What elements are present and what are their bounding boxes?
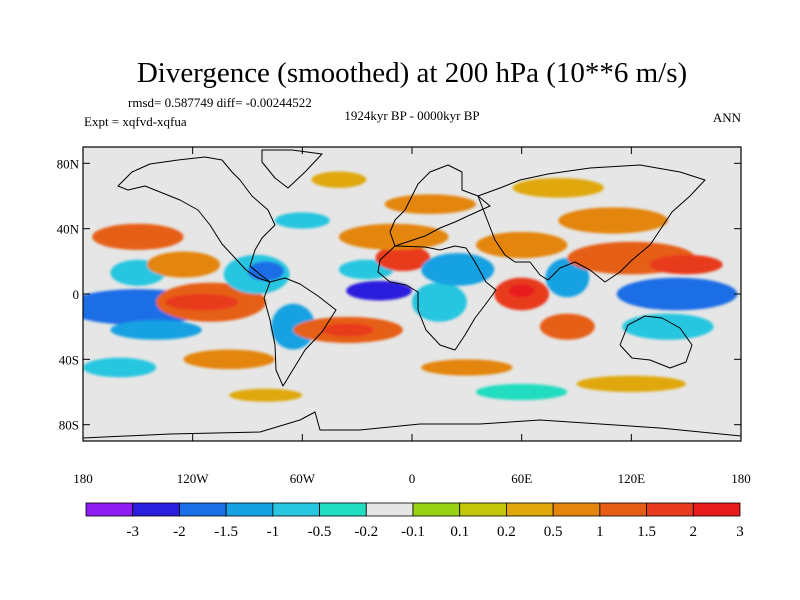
field-blob-31 bbox=[92, 223, 184, 250]
coast-africa bbox=[377, 245, 497, 351]
coast-europe bbox=[389, 164, 491, 247]
coast-greenland bbox=[261, 149, 323, 189]
field-blob-28 bbox=[649, 254, 723, 275]
y-tick-label: 0 bbox=[73, 287, 80, 302]
divergence-field bbox=[83, 171, 738, 402]
colorbar-label: 0.1 bbox=[450, 524, 469, 540]
field-blob-39 bbox=[311, 171, 367, 188]
x-axis-ticks: 180 120W 60W 0 60E 120E 180 bbox=[73, 147, 751, 486]
y-tick-label: 80S bbox=[59, 418, 79, 433]
field-blob-12 bbox=[346, 280, 412, 301]
coast-antarctica bbox=[83, 411, 741, 439]
colorbar-swatch-1 bbox=[132, 502, 180, 517]
field-blob-18 bbox=[384, 194, 476, 214]
colorbar-label: 0.2 bbox=[497, 524, 516, 540]
x-tick-label: 60W bbox=[290, 471, 316, 486]
colorbar-swatch-11 bbox=[599, 502, 647, 517]
colorbar-swatch-4 bbox=[272, 502, 320, 517]
coast-asia bbox=[477, 164, 706, 283]
colorbar: -3 -2 -1.5 -1 -0.5 -0.2 -0.1 0.1 0.2 0.5 1 1.5 2 3 bbox=[85, 502, 744, 540]
season-label: ANN bbox=[713, 110, 742, 125]
x-tick-label: 120E bbox=[618, 471, 646, 486]
y-tick-label: 40N bbox=[57, 222, 80, 237]
field-blob-36 bbox=[475, 383, 568, 401]
colorbar-swatch-8 bbox=[459, 502, 507, 517]
colorbar-label: -1 bbox=[267, 524, 280, 540]
field-blob-8 bbox=[247, 261, 285, 281]
field-blob-19 bbox=[421, 253, 495, 286]
chart-title: Divergence (smoothed) at 200 hPa (10**6 … bbox=[137, 57, 687, 89]
colorbar-swatch-0 bbox=[85, 502, 134, 517]
colorbar-swatch-13 bbox=[692, 502, 741, 517]
coast-south-america bbox=[263, 277, 337, 387]
colorbar-label: -0.2 bbox=[354, 524, 378, 540]
colorbar-label: -2 bbox=[173, 524, 186, 540]
x-tick-label: 0 bbox=[409, 471, 416, 486]
field-blob-35 bbox=[576, 375, 687, 393]
colorbar-swatch-2 bbox=[179, 502, 227, 517]
field-blob-30 bbox=[558, 207, 668, 234]
colorbar-swatch-10 bbox=[552, 502, 601, 517]
x-tick-label: 180 bbox=[73, 471, 93, 486]
field-blob-32 bbox=[83, 357, 157, 378]
coast-australia bbox=[619, 315, 693, 369]
colorbar-swatch-6 bbox=[365, 502, 414, 517]
field-blob-37 bbox=[229, 388, 303, 402]
stats-label: rmsd= 0.587749 diff= -0.00244522 bbox=[128, 95, 312, 110]
field-blob-15 bbox=[338, 223, 449, 250]
colorbar-label: -1.5 bbox=[214, 524, 238, 540]
field-blob-24 bbox=[539, 313, 595, 340]
colorbar-swatch-3 bbox=[225, 502, 274, 517]
y-axis-ticks: 80N 40N 0 40S 80S bbox=[57, 156, 741, 433]
colorbar-label: 3 bbox=[736, 524, 744, 540]
field-blob-23 bbox=[545, 258, 590, 298]
colorbar-label: -3 bbox=[126, 524, 139, 540]
colorbar-label: -0.1 bbox=[401, 524, 425, 540]
colorbar-swatch-9 bbox=[506, 502, 554, 517]
field-blob-26 bbox=[616, 277, 738, 311]
experiment-label: Expt = xqfvd-xqfua bbox=[84, 114, 187, 129]
field-blob-9 bbox=[271, 303, 316, 350]
field-blob-22 bbox=[475, 231, 568, 259]
colorbar-swatch-7 bbox=[412, 502, 461, 517]
colorbar-label: 1.5 bbox=[637, 524, 656, 540]
colorbar-label: 0.5 bbox=[544, 524, 563, 540]
coast-north-america bbox=[117, 156, 276, 283]
colorbar-label: -0.5 bbox=[308, 524, 332, 540]
x-tick-label: 180 bbox=[731, 471, 751, 486]
field-blob-38 bbox=[512, 178, 604, 198]
x-tick-label: 60E bbox=[511, 471, 532, 486]
y-tick-label: 80N bbox=[57, 156, 80, 171]
field-blob-6 bbox=[146, 251, 221, 278]
field-blob-17 bbox=[412, 282, 467, 322]
colorbar-swatch-5 bbox=[319, 502, 367, 517]
field-blob-11 bbox=[322, 323, 374, 337]
period-label: 1924kyr BP - 0000kyr BP bbox=[344, 108, 479, 123]
field-blob-34 bbox=[421, 359, 513, 376]
coastlines bbox=[83, 149, 741, 439]
field-blob-2 bbox=[110, 320, 202, 340]
field-blob-21 bbox=[508, 284, 535, 298]
field-blob-29 bbox=[622, 313, 714, 340]
field-blob-33 bbox=[183, 349, 275, 370]
colorbar-label: 1 bbox=[596, 524, 604, 540]
colorbar-label: 2 bbox=[690, 524, 698, 540]
field-blob-4 bbox=[165, 294, 239, 311]
x-tick-label: 120W bbox=[177, 471, 210, 486]
colorbar-swatch-12 bbox=[646, 502, 694, 517]
field-blob-16 bbox=[274, 212, 330, 229]
y-tick-label: 40S bbox=[59, 352, 79, 367]
